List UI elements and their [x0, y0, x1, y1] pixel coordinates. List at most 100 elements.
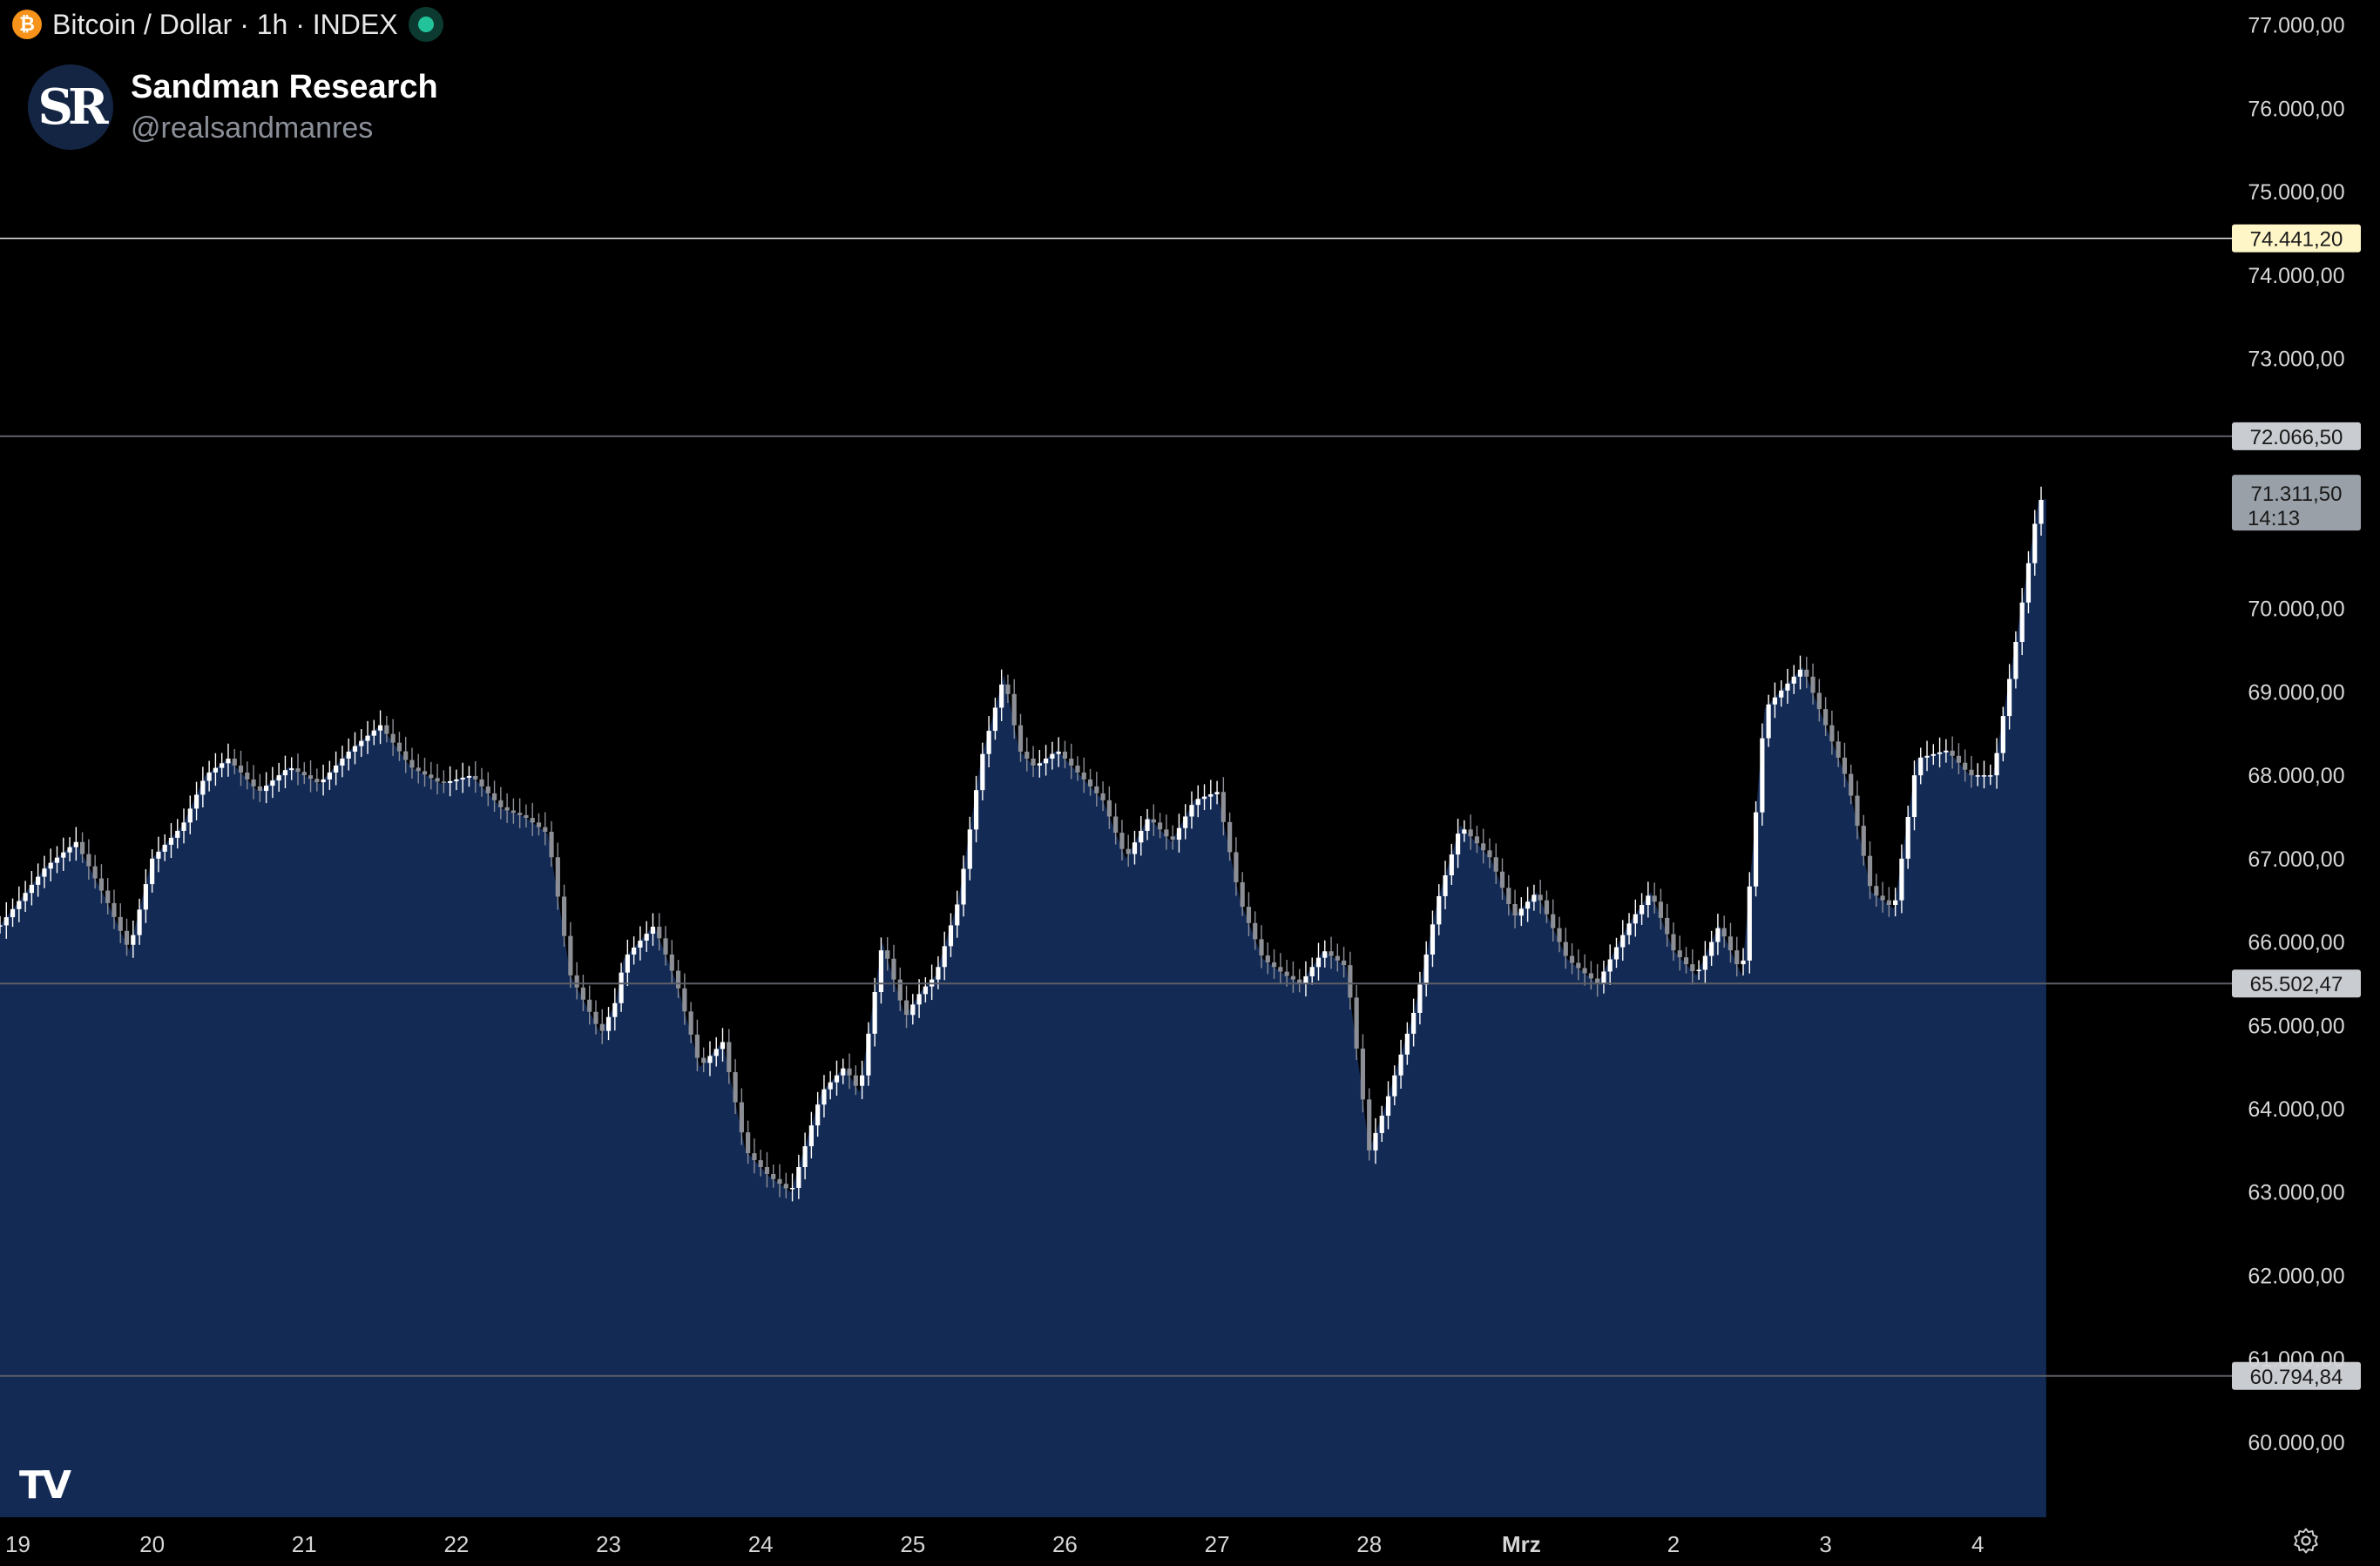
settings-gear-icon[interactable]: [2291, 1526, 2321, 1556]
candle: [1576, 949, 1581, 981]
candle-body: [1779, 690, 1784, 698]
time-axis[interactable]: 19 20 21 22 23 24 25 26 27 28 Mrz 2 3 4: [5, 1531, 1984, 1557]
x-tick-label: 22: [443, 1531, 469, 1557]
candle-body: [885, 950, 890, 959]
candle: [802, 1132, 808, 1180]
candle: [1379, 1105, 1384, 1143]
candle-body: [1582, 968, 1587, 974]
candle-body: [2025, 563, 2032, 603]
tradingview-logo-icon[interactable]: TV: [19, 1463, 71, 1508]
candle: [1804, 657, 1809, 689]
candle-body: [314, 779, 320, 783]
candle-body: [1139, 830, 1144, 843]
candle-body: [416, 767, 421, 772]
candle: [1220, 777, 1226, 836]
candle: [1544, 890, 1550, 923]
candle: [143, 868, 148, 923]
candle-body: [1823, 709, 1829, 726]
candle-body: [10, 908, 16, 918]
candle-body: [175, 830, 180, 838]
candle-body: [1100, 793, 1105, 800]
candle-body: [1810, 676, 1815, 693]
candle: [1246, 892, 1252, 936]
candle-body: [2039, 499, 2044, 524]
candle: [536, 813, 542, 836]
candle-body: [1893, 900, 1898, 906]
candle-body: [1126, 848, 1131, 854]
candle: [580, 975, 586, 1012]
candle: [92, 854, 98, 889]
candle-body: [1404, 1033, 1410, 1055]
symbol-header[interactable]: ₿ Bitcoin / Dollar · 1h · INDEX: [12, 7, 443, 42]
candle-body: [1518, 908, 1524, 916]
candle: [1918, 747, 1924, 785]
candle-body: [1094, 786, 1099, 793]
candle-body: [1899, 858, 1904, 901]
candle-body: [460, 777, 465, 780]
candle-body: [1633, 914, 1638, 924]
candle-body: [79, 841, 85, 854]
candle-body: [1367, 1099, 1372, 1151]
candle: [1753, 800, 1759, 897]
x-tick-label: 3: [1819, 1531, 1831, 1557]
candle-body: [409, 759, 415, 768]
x-tick-label: 21: [292, 1531, 317, 1557]
candle: [1702, 941, 1707, 983]
x-tick-label: 28: [1356, 1531, 1382, 1557]
candle: [466, 766, 472, 787]
candle-body: [2019, 602, 2025, 642]
candle: [1626, 913, 1632, 945]
candle: [771, 1164, 776, 1188]
candle: [448, 766, 453, 797]
candle: [955, 890, 960, 938]
candle: [948, 913, 954, 957]
candle-body: [1278, 967, 1283, 972]
candle: [746, 1120, 751, 1164]
candle: [232, 749, 237, 774]
candle: [967, 816, 972, 881]
candle-body: [1607, 959, 1613, 972]
candle: [859, 1060, 865, 1099]
candle: [847, 1053, 852, 1090]
candle-body: [562, 896, 567, 936]
candle: [1975, 763, 1980, 786]
candle-body: [2007, 678, 2012, 717]
candle-body: [657, 927, 662, 939]
candle-body: [1075, 765, 1080, 773]
price-tag-label: 60.794,84: [2250, 1366, 2343, 1389]
candle-body: [1106, 800, 1112, 817]
candle: [1170, 825, 1175, 850]
candle-body: [669, 954, 674, 971]
candle-body: [1867, 855, 1873, 887]
candle: [308, 759, 314, 793]
candle-body: [1911, 775, 1917, 817]
price-tag-label: 72.066,50: [2250, 426, 2343, 449]
candle: [187, 795, 193, 834]
candle: [238, 750, 244, 786]
candle-body: [377, 725, 383, 731]
candle: [270, 766, 275, 799]
candle-body: [441, 781, 446, 783]
candle-body: [847, 1068, 852, 1076]
candle: [1164, 814, 1169, 850]
candle: [1525, 887, 1531, 922]
candle: [1797, 655, 1803, 690]
candle-body: [549, 832, 554, 858]
y-tick-label: 70.000,00: [2248, 597, 2344, 622]
candle-body: [530, 818, 535, 823]
candle: [1195, 785, 1200, 818]
candle-body: [1677, 950, 1682, 958]
candle-body: [1398, 1054, 1403, 1076]
candle-body: [936, 967, 941, 980]
candle: [1741, 948, 1746, 975]
price-axis[interactable]: 77.000,00 76.000,00 75.000,00 74.000,00 73.0…: [2248, 14, 2344, 1455]
candle-body: [1259, 939, 1264, 955]
candle: [1855, 780, 1860, 840]
candle: [612, 988, 618, 1031]
candle: [1633, 899, 1638, 937]
candle-body: [206, 772, 212, 781]
candle: [644, 921, 649, 952]
candle-body: [1379, 1115, 1384, 1133]
candle: [498, 786, 504, 820]
